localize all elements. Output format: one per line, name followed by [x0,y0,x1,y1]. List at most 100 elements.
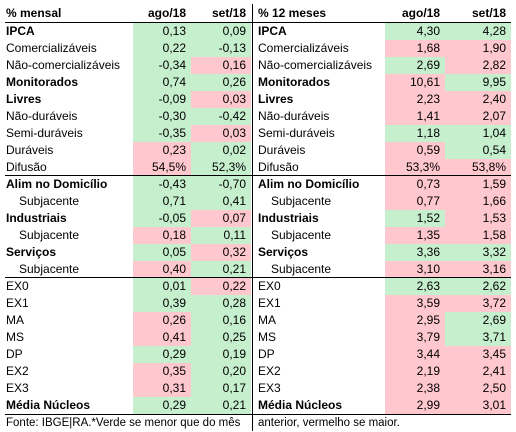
value-monthly-set: 0,09 [191,23,251,40]
value-12m-set: 2,82 [445,57,511,74]
row-label-monthly: Difusão [6,160,47,174]
row-label-12m: Duráveis [258,143,306,157]
value-12m-ago: 2,99 [385,397,445,414]
value-12m-set: 3,32 [445,244,511,261]
value-monthly-set: 0,41 [191,193,251,210]
value-12m-ago: 3,44 [385,346,445,363]
value-12m-ago: 2,38 [385,380,445,397]
value-12m-set: 9,95 [445,74,511,91]
row-label-12m: Monitorados [258,75,330,89]
value-monthly-ago: 0,35 [133,363,191,380]
value-12m-ago: 1,41 [385,108,445,125]
table-row: EX1 0,39 0,28 EX1 3,59 3,72 [5,295,511,312]
row-label-monthly: EX2 [6,364,29,378]
row-label-monthly: DP [6,347,23,361]
value-monthly-set: 0,20 [191,363,251,380]
value-monthly-set: 0,11 [191,227,251,244]
value-12m-set: 3,45 [445,346,511,363]
row-label-12m: Subjacente [271,194,332,208]
table-row: Livres -0,09 0,03 Livres 2,23 2,40 [5,91,511,108]
row-label-12m: EX1 [258,296,281,310]
value-monthly-ago: 0,41 [133,329,191,346]
row-label-monthly: Monitorados [6,75,78,89]
value-12m-ago: 0,73 [385,176,445,193]
value-12m-ago: 3,59 [385,295,445,312]
table-row: EX2 0,35 0,20 EX2 2,19 2,41 [5,363,511,380]
value-12m-set: 3,71 [445,329,511,346]
value-monthly-set: 0,26 [191,74,251,91]
value-monthly-ago: 0,31 [133,380,191,397]
value-monthly-ago: 0,74 [133,74,191,91]
table-row: Subjacente 0,71 0,41 Subjacente 0,77 1,66 [5,193,511,210]
value-monthly-ago: 54,5% [133,159,191,175]
row-label-12m: Comercializáveis [258,41,349,55]
row-label-monthly: Não-duráveis [6,109,78,123]
value-monthly-set: 0,03 [191,91,251,108]
value-12m-set: 2,69 [445,312,511,329]
row-label-monthly: EX0 [6,279,29,293]
value-12m-set: 1,04 [445,125,511,142]
row-label-12m: Média Núcleos [258,398,343,412]
table-body: IPCA 0,13 0,09 IPCA 4,30 4,28 Comercializáveis… [5,23,511,414]
value-monthly-ago: 0,29 [133,346,191,363]
value-12m-set: 3,01 [445,397,511,414]
value-monthly-ago: 0,26 [133,312,191,329]
row-label-12m: EX3 [258,381,281,395]
value-12m-ago: 1,68 [385,40,445,57]
value-12m-ago: 3,79 [385,329,445,346]
table-row: EX0 0,01 0,22 EX0 2,63 2,62 [5,278,511,295]
value-12m-ago: 2,63 [385,278,445,295]
value-12m-set: 1,90 [445,40,511,57]
right-title: % 12 meses [258,6,327,20]
value-monthly-set: -0,70 [191,176,251,193]
value-12m-set: 2,40 [445,91,511,108]
table-row: Difusão 54,5% 52,3% Difusão 53,3% 53,8% [5,159,511,176]
row-label-monthly: Duráveis [6,143,54,157]
row-label-monthly: Subjacente [19,194,80,208]
row-label-monthly: MA [6,313,24,327]
row-label-12m: DP [258,347,275,361]
value-monthly-ago: -0,34 [133,57,191,74]
table-row: IPCA 0,13 0,09 IPCA 4,30 4,28 [5,23,511,40]
table-row: Serviços 0,05 0,32 Serviços 3,36 3,32 [5,244,511,261]
table-header: % mensal ago/18 set/18 % 12 meses ago/18… [5,4,511,23]
value-monthly-ago: 0,13 [133,23,191,40]
row-label-monthly: Não-comercializáveis [6,58,121,72]
value-monthly-ago: 0,22 [133,40,191,57]
value-monthly-ago: -0,35 [133,125,191,142]
value-monthly-ago: 0,23 [133,142,191,159]
footer-legend: anterior, vermelho se maior. [258,417,400,429]
value-monthly-ago: 0,39 [133,295,191,312]
value-monthly-ago: 0,40 [133,261,191,277]
left-title: % mensal [6,6,62,20]
row-label-12m: Difusão [258,160,299,174]
table-row: Não-comercializáveis -0,34 0,16 Não-comerci… [5,57,511,74]
value-12m-ago: 2,95 [385,312,445,329]
value-12m-set: 1,53 [445,210,511,227]
value-12m-ago: 1,35 [385,227,445,244]
row-label-12m: Semi-duráveis [258,126,335,140]
row-label-12m: Livres [258,92,294,106]
value-monthly-set: -0,42 [191,108,251,125]
row-label-12m: Serviços [258,245,309,259]
table-row: Duráveis 0,23 0,02 Duráveis 0,59 0,54 [5,142,511,159]
value-monthly-set: 0,21 [191,397,251,414]
table-row: MS 0,41 0,25 MS 3,79 3,71 [5,329,511,346]
value-12m-set: 0,54 [445,142,511,159]
table-row: Comercializáveis 0,22 -0,13 Comercializávei… [5,40,511,57]
value-12m-ago: 3,10 [385,261,445,277]
value-monthly-set: 0,28 [191,295,251,312]
row-label-monthly: Comercializáveis [6,41,97,55]
value-monthly-set: -0,13 [191,40,251,57]
row-label-monthly: MS [6,330,24,344]
value-monthly-set: 0,07 [191,210,251,227]
value-monthly-ago: 0,18 [133,227,191,244]
row-label-12m: IPCA [258,24,287,38]
value-12m-ago: 1,18 [385,125,445,142]
table-row: Monitorados 0,74 0,26 Monitorados 10,61 9,95 [5,74,511,91]
value-monthly-set: 0,17 [191,380,251,397]
footer-source: Fonte: IBGE|RA.*Verde se menor que do mê… [6,417,241,429]
value-12m-set: 3,72 [445,295,511,312]
table-row: Média Núcleos 0,29 0,21 Média Núcleos 2,99 3,… [5,397,511,414]
row-label-12m: EX2 [258,364,281,378]
